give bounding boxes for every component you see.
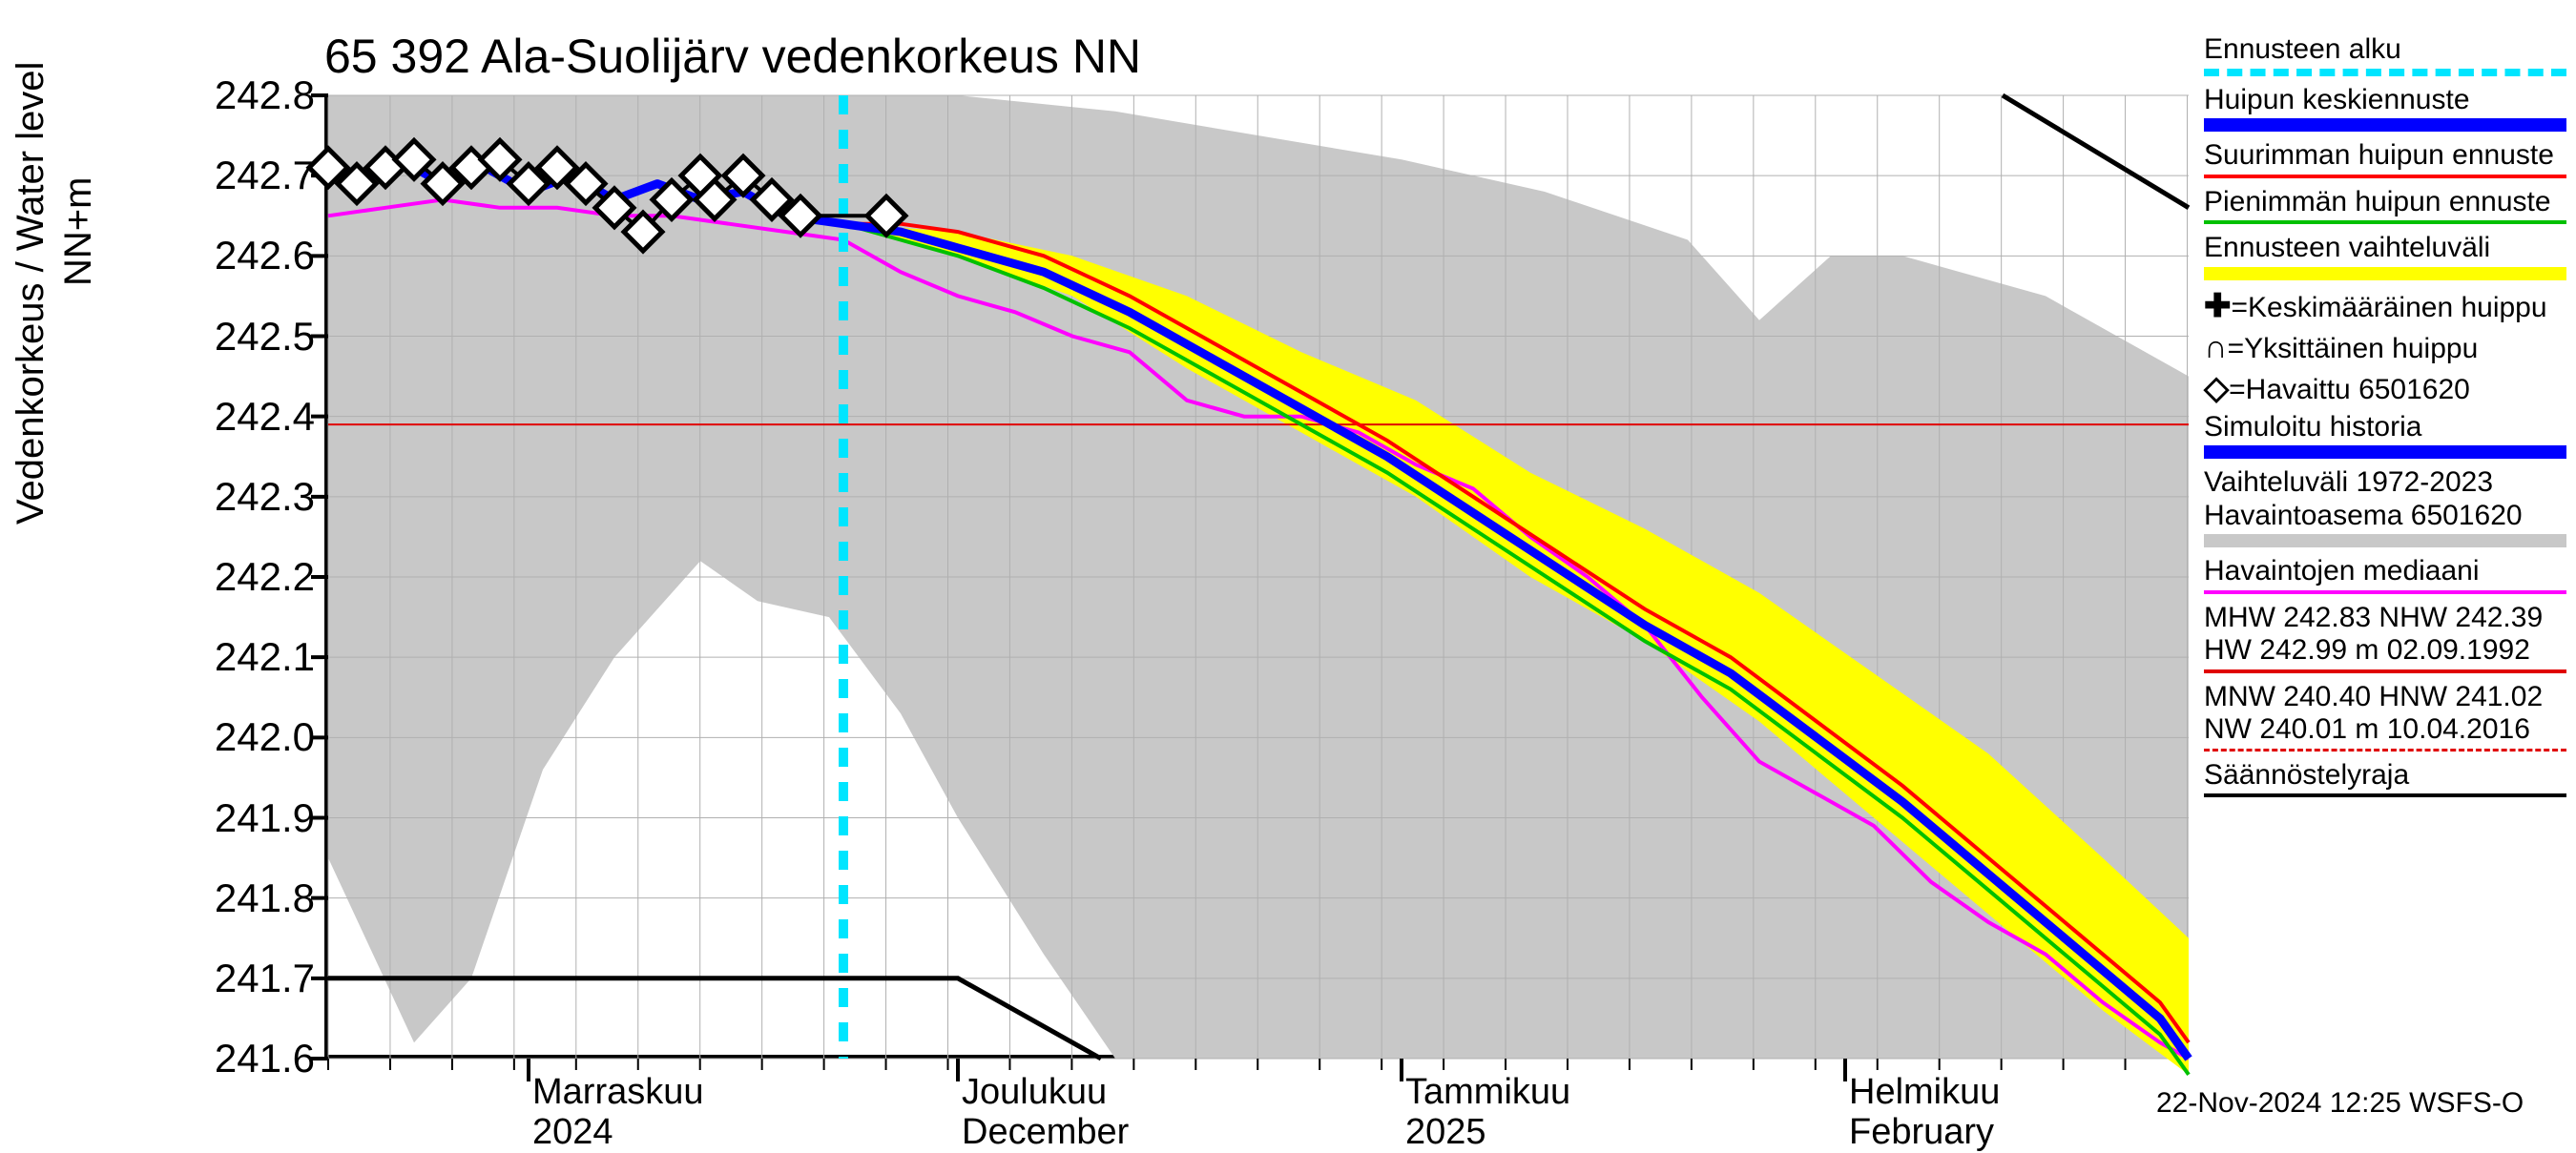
y-tick-label: 242.7 [172,153,315,198]
legend-item: MHW 242.83 NHW 242.39HW 242.99 m 02.09.1… [2204,602,2566,673]
legend: Ennusteen alku Huipun keskiennuste Suurimm… [2204,33,2566,805]
legend-item: Suurimman huipun ennuste [2204,139,2566,178]
x-tick-label: February [1849,1112,1994,1153]
legend-swatch [2204,669,2566,673]
legend-swatch [2204,445,2566,459]
legend-item: Simuloitu historia [2204,411,2566,460]
legend-swatch [2204,175,2566,178]
y-tick-label: 241.6 [172,1036,315,1081]
y-tick-label: 242.0 [172,714,315,760]
y-tick-label: 242.4 [172,394,315,440]
legend-swatch [2204,590,2566,594]
x-tick-label: 2025 [1405,1112,1486,1153]
legend-item: Säännöstelyraja [2204,759,2566,798]
legend-item: Huipun keskiennuste [2204,84,2566,133]
legend-swatch [2204,534,2566,547]
y-tick-label: 241.9 [172,795,315,841]
y-tick-label: 242.8 [172,72,315,118]
legend-item: MNW 240.40 HNW 241.02NW 240.01 m 10.04.2… [2204,681,2566,752]
legend-item: Pienimmän huipun ennuste [2204,186,2566,225]
legend-item: Vaihteluväli 1972-2023 Havaintoasema 650… [2204,466,2566,547]
legend-swatch [2204,118,2566,132]
x-tick-label: 2024 [532,1112,613,1153]
legend-item: ✚=Keskimääräinen huippu [2204,288,2566,325]
x-tick-label: December [962,1112,1129,1153]
legend-swatch [2204,69,2566,76]
water-level-chart: 65 392 Ala-Suolijärv vedenkorkeus NN Ved… [0,0,2576,1144]
legend-item: Havaintojen mediaani [2204,555,2566,594]
x-tick-label: Tammikuu [1405,1072,1570,1113]
y-tick-label: 242.5 [172,314,315,360]
y-tick-label: 242.1 [172,634,315,680]
legend-item: ∩=Yksittäinen huippu [2204,329,2566,366]
legend-item: ◇=Havaittu 6501620 [2204,370,2566,407]
legend-item: Ennusteen vaihteluväli [2204,232,2566,280]
y-tick-label: 242.3 [172,474,315,520]
x-tick-label: Joulukuu [962,1072,1107,1113]
legend-swatch [2204,793,2566,797]
legend-swatch [2204,267,2566,280]
y-axis-label-2: NN+m [57,177,100,286]
x-tick-label: Marraskuu [532,1072,704,1113]
y-tick-label: 242.6 [172,233,315,278]
y-axis-label-1: Vedenkorkeus / Water level [10,62,52,525]
chart-title: 65 392 Ala-Suolijärv vedenkorkeus NN [324,29,1141,84]
legend-swatch [2204,749,2566,752]
footer-timestamp: 22-Nov-2024 12:25 WSFS-O [2156,1087,2524,1120]
y-tick-label: 241.7 [172,956,315,1001]
chart-svg [328,95,2189,1059]
legend-swatch [2204,220,2566,224]
legend-item: Ennusteen alku [2204,33,2566,76]
y-tick-label: 241.8 [172,875,315,921]
x-tick-label: Helmikuu [1849,1072,2000,1113]
y-tick-label: 242.2 [172,554,315,600]
plot-area [324,95,2185,1059]
